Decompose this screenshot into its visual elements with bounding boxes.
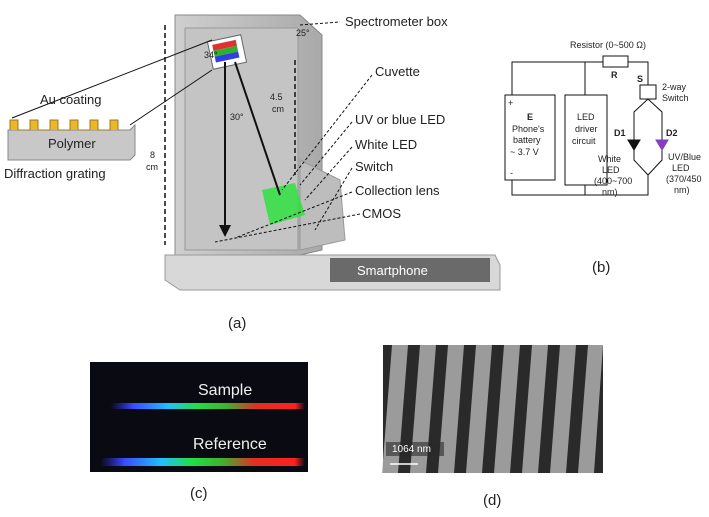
label: Polymer [48,136,96,151]
caption: (c) [190,485,208,502]
label: (400~700 [594,176,632,186]
label: CMOS [362,206,401,221]
label: ~ 3.7 V [510,147,539,157]
figure: Spectrometer box 25° 34° Au coating Poly… [0,0,709,512]
dimension: 4.5 [270,92,283,102]
angle: 25° [296,28,310,38]
label: nm) [674,185,690,195]
panel-d: 1064 nm (d) [382,345,603,509]
panel-a: Spectrometer box 25° 34° Au coating Poly… [4,14,500,332]
label: driver [575,124,598,134]
sample-spectrum [110,403,305,409]
caption: (b) [592,259,610,276]
label: Spectrometer box [345,14,448,29]
label: Switch [355,159,393,174]
label: LED [577,112,595,122]
label: S [637,74,643,84]
dimension: cm [272,104,284,114]
label: D1 [614,128,626,138]
label: battery [513,135,541,145]
label: Reference [193,436,267,453]
label: R [611,70,618,80]
label: White LED [355,137,417,152]
label: Phone's [512,124,545,134]
label: nm) [602,187,618,197]
label: - [510,168,513,178]
switch [640,85,656,99]
led-housing [300,160,345,250]
label: D2 [666,128,678,138]
label: White [598,154,621,164]
angle: 34° [204,50,218,60]
spectra-photo [90,362,308,472]
label: LED [602,165,620,175]
label: 1064 nm [392,444,431,455]
label: Collection lens [355,183,440,198]
label: + [508,98,513,108]
label: (370/450 [666,174,702,184]
dimension: 8 [150,150,155,160]
caption: (a) [228,315,246,332]
dimension: cm [146,162,158,172]
label: UV/Blue [668,152,701,162]
label: Cuvette [375,64,420,79]
label: Switch [662,93,689,103]
label: Smartphone [357,263,428,278]
label: 2-way [662,82,687,92]
label: Diffraction grating [4,166,106,181]
label: E [527,112,533,122]
resistor [603,56,628,67]
label: UV or blue LED [355,112,445,127]
label: Au coating [40,92,101,107]
caption: (d) [483,492,501,509]
reference-spectrum [100,458,305,466]
label: Sample [198,382,252,399]
panel-c: Sample Reference (c) [90,362,308,502]
au-coating [10,120,118,130]
label: circuit [572,136,596,146]
label: LED [672,163,690,173]
label: Resistor (0~500 Ω) [570,40,646,50]
angle: 30° [230,112,244,122]
